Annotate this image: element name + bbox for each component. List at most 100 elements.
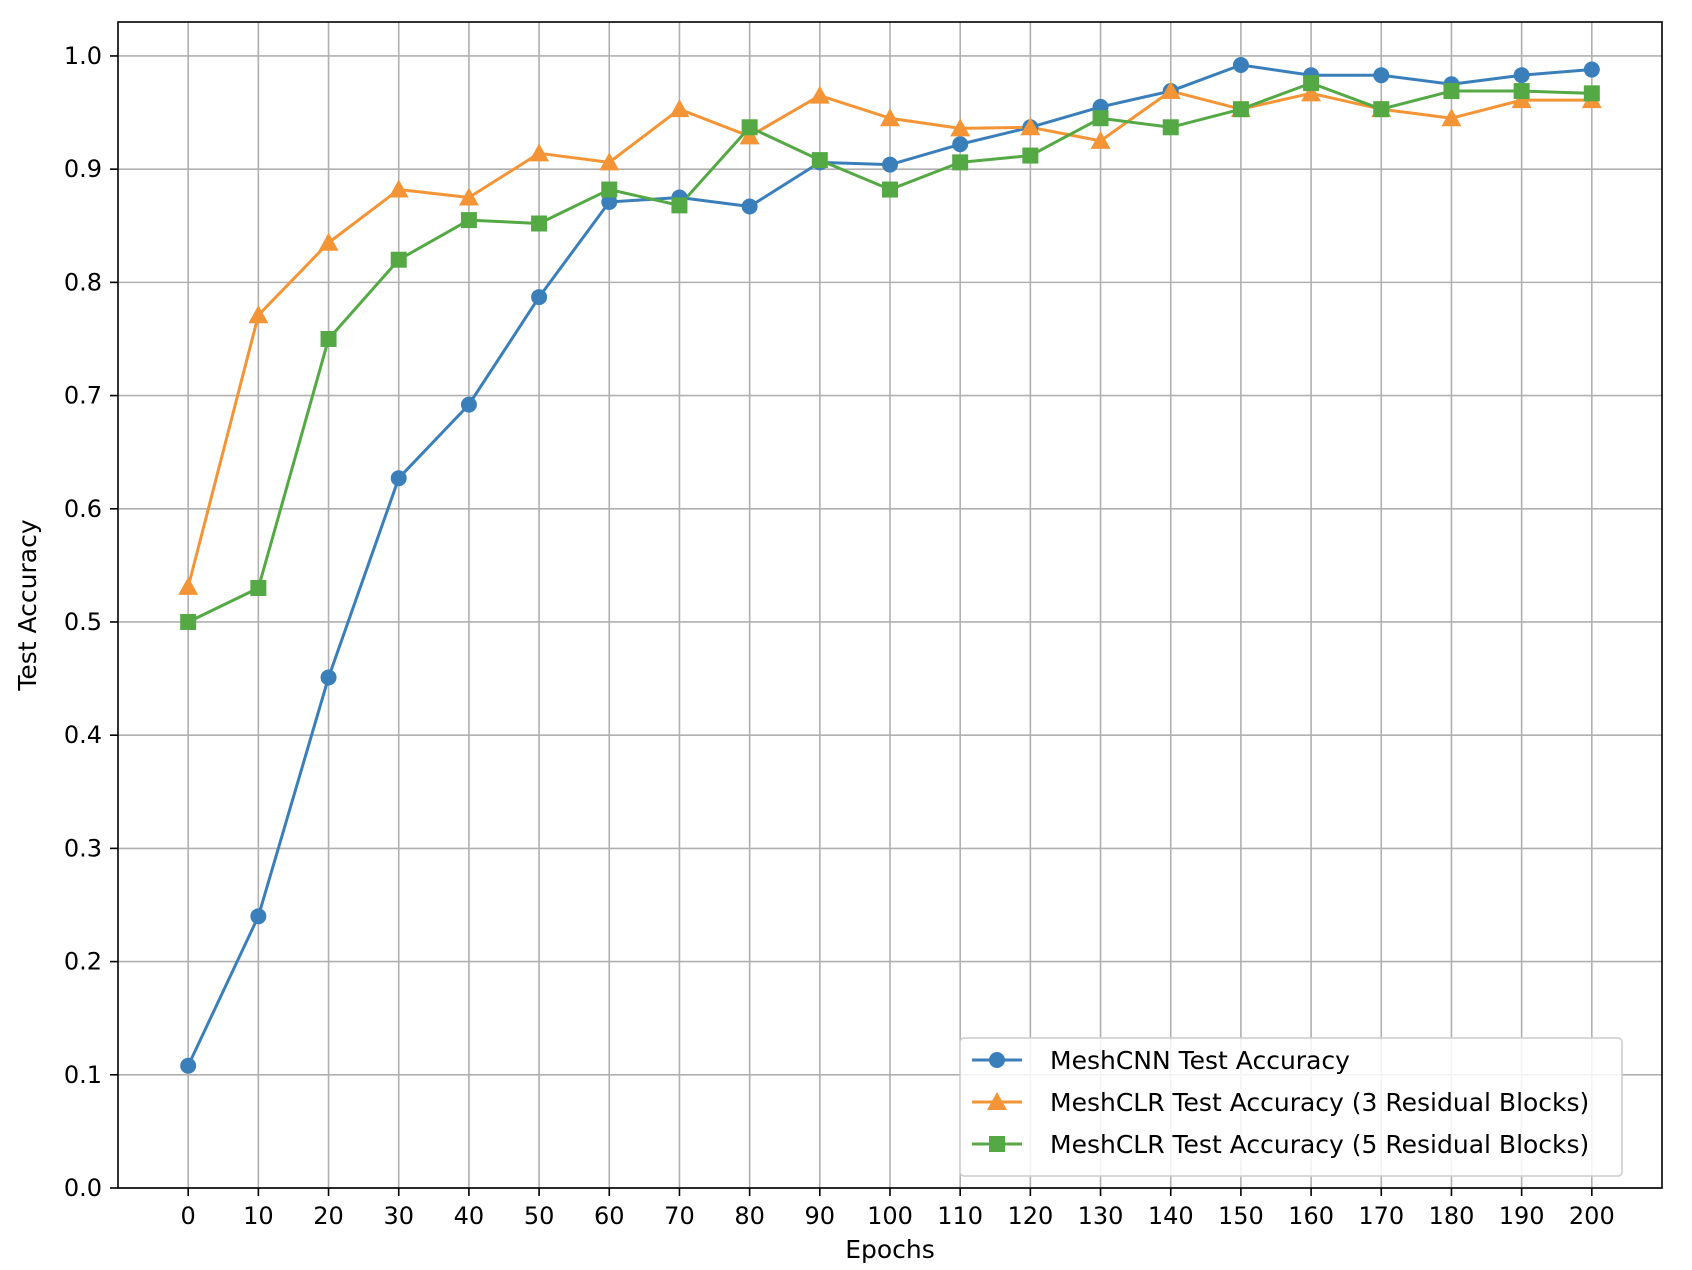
data-point [739, 126, 760, 145]
data-point [741, 198, 758, 215]
x-tick-label: 130 [1078, 1202, 1124, 1230]
x-tick-label: 30 [383, 1202, 414, 1230]
data-point [178, 576, 199, 595]
data-point [1583, 85, 1600, 102]
data-point [882, 156, 898, 173]
data-point [1441, 108, 1462, 127]
x-tick-label: 200 [1569, 1202, 1615, 1230]
data-point [1511, 90, 1532, 109]
y-tick-label: 0.2 [64, 948, 102, 976]
data-point [741, 119, 758, 136]
y-tick-label: 0.8 [64, 268, 102, 296]
data-point [599, 152, 620, 171]
legend-label: MeshCNN Test Accuracy [1050, 1046, 1350, 1075]
data-point [952, 154, 969, 171]
data-point [601, 181, 618, 198]
data-point [671, 197, 688, 214]
data-point [1092, 110, 1109, 127]
legend-box [959, 1037, 1623, 1177]
data-point [390, 470, 407, 487]
data-point [1513, 83, 1530, 100]
data-point [388, 179, 409, 198]
data-point [320, 330, 337, 347]
data-point [250, 580, 267, 597]
x-tick-label: 140 [1148, 1202, 1194, 1230]
x-tick-label: 40 [454, 1202, 485, 1230]
data-point [1373, 101, 1390, 118]
data-point [1232, 57, 1249, 74]
x-tick-label: 0 [181, 1202, 196, 1230]
y-tick-label: 0.9 [64, 155, 102, 183]
legend-label: MeshCLR Test Accuracy (3 Residual Blocks… [1050, 1088, 1589, 1117]
data-point [1301, 83, 1322, 102]
x-tick-label: 100 [867, 1202, 913, 1230]
data-point [1513, 67, 1530, 84]
data-point [458, 187, 479, 206]
data-point [952, 136, 969, 153]
data-point [1160, 81, 1181, 100]
x-tick-label: 50 [524, 1202, 555, 1230]
series-3-points [180, 75, 1600, 630]
data-point [320, 669, 337, 686]
y-tick-label: 1.0 [64, 42, 102, 70]
data-point [669, 99, 690, 118]
data-point [950, 118, 971, 137]
y-tick-label: 0.5 [64, 608, 102, 636]
data-point [460, 396, 477, 413]
data-point [601, 193, 618, 210]
x-tick-label: 60 [594, 1202, 625, 1230]
data-point [180, 1057, 197, 1074]
x-tick-label: 80 [734, 1202, 765, 1230]
data-point [248, 305, 269, 324]
data-point [390, 251, 407, 268]
data-point [529, 143, 550, 162]
x-tick-label: 180 [1429, 1202, 1475, 1230]
data-point [250, 908, 267, 925]
data-point [1373, 67, 1390, 84]
x-tick-label: 190 [1499, 1202, 1545, 1230]
data-point [811, 152, 828, 169]
y-tick-label: 0.1 [64, 1061, 102, 1089]
data-point [1022, 147, 1039, 164]
y-tick-label: 0.3 [64, 834, 102, 862]
x-tick-label: 20 [313, 1202, 344, 1230]
data-point [1090, 130, 1111, 149]
x-tick-label: 110 [937, 1202, 983, 1230]
data-point [809, 85, 830, 104]
x-tick-label: 90 [805, 1202, 836, 1230]
legend-label: MeshCLR Test Accuracy (5 Residual Blocks… [1050, 1130, 1589, 1159]
series-markers [178, 57, 1602, 1074]
x-tick-label: 70 [664, 1202, 695, 1230]
x-tick-label: 170 [1358, 1202, 1404, 1230]
y-tick-label: 0.4 [64, 721, 102, 749]
data-point [1583, 61, 1600, 78]
y-axis-title: Test Accuracy [13, 519, 42, 692]
data-point [1232, 101, 1249, 118]
y-tick-label: 0.6 [64, 495, 102, 523]
data-point [1020, 117, 1041, 136]
legend-swatch-marker [989, 1136, 1005, 1152]
data-point [1162, 119, 1179, 136]
x-tick-label: 150 [1218, 1202, 1264, 1230]
data-point [531, 289, 548, 306]
x-tick-label: 120 [1007, 1202, 1053, 1230]
data-point [1443, 83, 1460, 100]
data-point [460, 212, 477, 229]
x-axis-title: Epochs [845, 1235, 935, 1264]
legend: MeshCNN Test Accuracy MeshCLR Test Accura… [959, 1037, 1623, 1177]
y-axis-ticks: 0.0 0.1 0.2 0.3 0.4 0.5 0.6 0.7 0.8 0.9 1.0 [64, 42, 118, 1202]
legend-swatch-marker [987, 1092, 1007, 1110]
data-point [880, 108, 900, 127]
data-point [1303, 75, 1320, 92]
x-axis-ticks: 0 10 20 30 40 50 60 70 80 90 100 110 120 130 140 150 160… [181, 1188, 1615, 1230]
y-tick-label: 0.0 [64, 1174, 102, 1202]
x-tick-label: 10 [243, 1202, 274, 1230]
data-point [318, 232, 339, 251]
legend-swatch-marker [989, 1052, 1005, 1068]
y-tick-label: 0.7 [64, 382, 102, 410]
data-point [882, 181, 898, 198]
x-tick-label: 160 [1288, 1202, 1334, 1230]
data-point [531, 215, 548, 232]
data-point [180, 613, 197, 630]
